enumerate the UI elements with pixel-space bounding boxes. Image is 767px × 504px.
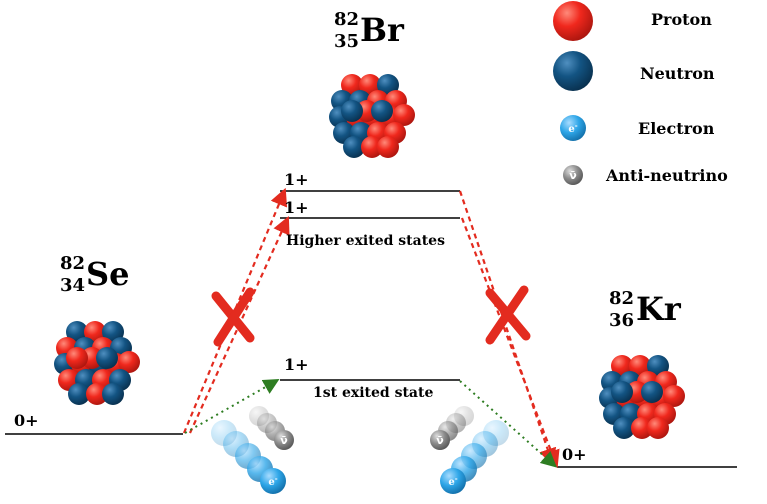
kr-symbol: Kr	[636, 290, 682, 328]
se-mass-number: 82	[60, 253, 85, 274]
kr-nucleus-label: 82 36 Kr	[609, 288, 682, 331]
antineutrino-symbol: ν̄	[436, 434, 444, 447]
br-first-state-caption: 1st exited state	[313, 385, 433, 401]
proton-sphere	[86, 383, 108, 405]
antineutrino-particle-icon	[274, 430, 294, 450]
br-mass-number: 82	[334, 9, 359, 30]
br-first-spin-label: 1+	[284, 355, 309, 374]
forbidden-cross-icon	[485, 285, 531, 345]
proton-sphere	[393, 104, 415, 126]
electron-symbol: e-	[268, 474, 277, 488]
neutron-sphere	[613, 417, 635, 439]
neutron-sphere	[341, 100, 363, 122]
kr-ground-spin-label: 0+	[562, 445, 587, 464]
neutron-sphere	[371, 100, 393, 122]
neutron-sphere	[611, 381, 633, 403]
neutron-sphere	[343, 136, 365, 158]
legend-neutron-label: Neutron	[640, 64, 715, 83]
br-symbol: Br	[360, 11, 405, 49]
proton-sphere	[377, 136, 399, 158]
kr-nucleus-icon	[599, 355, 685, 439]
electron-particle-icon	[260, 468, 286, 494]
electron-sphere-icon	[560, 115, 586, 141]
neutron-sphere-icon	[553, 51, 593, 91]
se-nucleus-label: 82 34 Se	[60, 253, 129, 296]
legend-proton-label: Proton	[651, 10, 712, 29]
antineutrino-particle-icon	[430, 430, 450, 450]
br-nucleus-label: 82 35 Br	[334, 9, 405, 52]
emitted-particles-right: e- ν̄	[430, 406, 509, 494]
legend: Proton Neutron e- Electron ν̄ Anti-neutr…	[553, 1, 728, 185]
legend-antineutrino-label: Anti-neutrino	[605, 166, 728, 185]
antineutrino-symbol: ν̄	[280, 434, 288, 447]
neutron-sphere	[96, 347, 118, 369]
proton-sphere	[631, 417, 653, 439]
neutron-sphere	[68, 383, 90, 405]
proton-sphere	[361, 136, 383, 158]
se-symbol: Se	[86, 255, 129, 293]
antineutrino-sphere-icon	[563, 165, 583, 185]
br-atomic-number: 35	[334, 31, 359, 52]
br-higher-states-caption: Higher exited states	[286, 233, 445, 249]
forbidden-cross-icon	[211, 287, 255, 347]
br-upper-1-to-kr-path	[458, 190, 557, 467]
legend-electron-label: Electron	[638, 119, 715, 138]
br-upper-2-to-kr-path	[460, 217, 560, 469]
proton-sphere	[663, 385, 685, 407]
proton-sphere-icon	[553, 1, 593, 41]
legend-electron-symbol: e-	[568, 121, 577, 135]
legend-antineutrino-symbol: ν̄	[569, 169, 577, 182]
neutron-sphere	[641, 381, 663, 403]
proton-sphere	[66, 347, 88, 369]
neutron-sphere	[102, 383, 124, 405]
kr-atomic-number: 36	[609, 310, 634, 331]
electron-symbol: e-	[448, 474, 457, 488]
se-ground-spin-label: 0+	[14, 411, 39, 430]
br-nucleus-icon	[329, 74, 415, 158]
proton-sphere	[647, 417, 669, 439]
proton-sphere	[118, 351, 140, 373]
br-upper-1-spin-label: 1+	[284, 170, 309, 189]
se-nucleus-icon	[54, 321, 140, 405]
se-atomic-number: 34	[60, 275, 85, 296]
br-upper-2-spin-label: 1+	[284, 198, 309, 217]
emitted-particles-left: e- ν̄	[211, 406, 294, 494]
electron-particle-icon	[440, 468, 466, 494]
kr-mass-number: 82	[609, 288, 634, 309]
